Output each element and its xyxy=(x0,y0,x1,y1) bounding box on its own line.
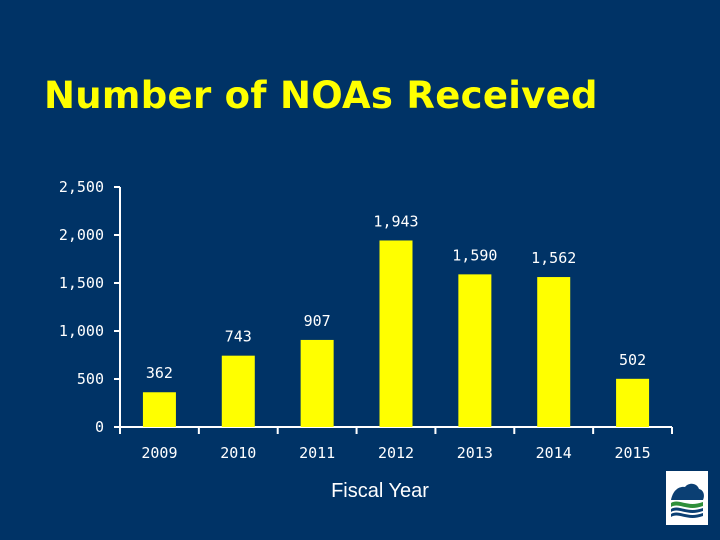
bar-2011 xyxy=(300,339,334,427)
bar-2015 xyxy=(616,378,650,427)
x-axis-label: Fiscal Year xyxy=(331,480,429,502)
agency-seal-icon xyxy=(665,470,709,526)
data-label-2013: 1,590 xyxy=(452,246,497,264)
chart-title: Number of NOAs Received xyxy=(44,74,598,117)
y-tick-label: 1,500 xyxy=(59,274,104,292)
y-tick-label: 1,000 xyxy=(59,322,104,340)
x-tick-label: 2014 xyxy=(536,444,572,462)
y-tick-label: 500 xyxy=(77,370,104,388)
data-label-2012: 1,943 xyxy=(373,212,418,230)
bar-2013 xyxy=(458,274,492,427)
data-label-2015: 502 xyxy=(619,351,646,369)
y-tick-label: 2,500 xyxy=(59,178,104,196)
x-tick-label: 2015 xyxy=(615,444,651,462)
x-tick-label: 2013 xyxy=(457,444,493,462)
x-axis xyxy=(119,426,673,434)
bar-2014 xyxy=(537,277,571,427)
data-label-2011: 907 xyxy=(304,312,331,330)
x-tick-label: 2012 xyxy=(378,444,414,462)
x-tick-labels: 2009 2010 2011 2012 2013 2014 2015 xyxy=(141,444,650,462)
bar-2009 xyxy=(142,392,176,427)
bars xyxy=(142,240,650,427)
x-tick-label: 2009 xyxy=(141,444,177,462)
bar-2012 xyxy=(379,240,413,427)
data-label-2009: 362 xyxy=(146,364,173,382)
bar-value-labels: 362 743 907 1,943 1,590 1,562 502 xyxy=(146,212,646,382)
x-tick-label: 2011 xyxy=(299,444,335,462)
x-tick-label: 2010 xyxy=(220,444,256,462)
data-label-2010: 743 xyxy=(225,328,252,346)
y-tick-label: 2,000 xyxy=(59,226,104,244)
bar-2010 xyxy=(221,355,255,427)
y-tick-label: 0 xyxy=(95,418,104,436)
data-label-2014: 1,562 xyxy=(531,249,576,267)
y-axis: 0 500 1,000 1,500 2,000 2,500 xyxy=(59,178,121,436)
